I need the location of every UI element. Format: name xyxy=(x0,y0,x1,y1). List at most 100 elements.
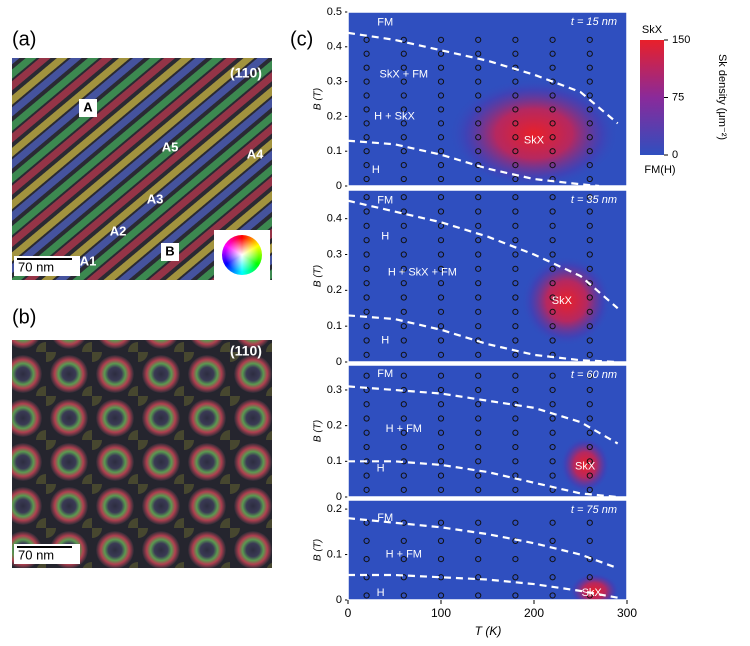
measurement-point xyxy=(437,592,445,599)
thickness-label: t = 75 nm xyxy=(571,504,617,516)
measurement-point xyxy=(549,237,556,244)
measurement-point xyxy=(512,415,519,422)
measurement-point xyxy=(586,294,593,301)
measurement-point xyxy=(549,386,556,394)
measurement-point xyxy=(512,162,519,169)
region-label: H xyxy=(372,164,380,176)
region-label: H xyxy=(377,462,385,474)
measurement-point xyxy=(363,251,370,258)
measurement-point xyxy=(475,64,482,71)
measurement-point xyxy=(437,429,445,436)
measurement-point xyxy=(400,280,407,287)
measurement-point xyxy=(512,592,519,599)
measurement-point xyxy=(363,280,370,287)
measurement-point xyxy=(475,106,482,113)
measurement-point xyxy=(475,592,482,599)
measurement-point xyxy=(437,415,445,422)
measurement-point xyxy=(437,294,445,301)
measurement-point xyxy=(437,386,445,394)
measurement-point xyxy=(549,537,556,545)
measurement-point xyxy=(475,134,482,141)
measurement-point xyxy=(512,106,519,113)
thickness-label: t = 35 nm xyxy=(571,194,617,206)
measurement-point xyxy=(475,386,482,394)
measurement-point xyxy=(586,401,593,408)
measurement-point xyxy=(400,64,407,71)
measurement-point xyxy=(586,443,593,451)
measurement-point xyxy=(437,148,445,155)
measurement-point xyxy=(363,555,370,563)
measurement-point xyxy=(549,280,556,287)
measurement-point xyxy=(586,36,593,43)
region-label: SkX xyxy=(582,587,603,599)
measurement-point xyxy=(549,64,556,71)
y-tick-label: 0 xyxy=(336,491,342,503)
measurement-point xyxy=(437,134,445,141)
measurement-point xyxy=(475,208,482,215)
measurement-point xyxy=(400,372,407,379)
x-tick-label: 0 xyxy=(345,606,352,620)
measurement-point xyxy=(475,294,482,301)
measurement-point xyxy=(475,472,482,479)
measurement-point xyxy=(400,537,407,545)
measurement-point xyxy=(586,372,593,379)
measurement-point xyxy=(400,208,407,215)
y-tick-label: 0.3 xyxy=(327,76,342,88)
measurement-point xyxy=(586,429,593,436)
measurement-point xyxy=(586,251,593,258)
y-tick-label: 0.2 xyxy=(327,503,342,515)
measurement-point xyxy=(586,458,593,465)
measurement-point xyxy=(475,519,482,526)
y-axis-label: B (T) xyxy=(313,539,324,561)
y-tick-label: 0.3 xyxy=(327,248,342,260)
measurement-point xyxy=(400,429,407,436)
panel-label: (a) xyxy=(12,28,36,50)
measurement-point xyxy=(549,120,556,127)
measurement-point xyxy=(400,294,407,301)
measurement-point xyxy=(363,175,370,183)
scale-bar-label: 70 nm xyxy=(18,547,54,562)
measurement-point xyxy=(400,443,407,451)
measurement-point xyxy=(400,486,407,493)
measurement-point xyxy=(363,148,370,155)
measurement-point xyxy=(586,162,593,169)
measurement-point xyxy=(586,351,593,358)
scale-bar-box xyxy=(14,256,80,276)
measurement-point xyxy=(475,372,482,379)
measurement-point xyxy=(363,323,370,330)
measurement-point xyxy=(549,134,556,141)
measurement-point xyxy=(475,337,482,344)
measurement-point xyxy=(437,280,445,287)
measurement-point xyxy=(512,120,519,127)
measurement-point xyxy=(512,208,519,215)
measurement-point xyxy=(586,92,593,99)
measurement-point xyxy=(400,194,407,201)
measurement-point xyxy=(437,555,445,563)
measurement-point xyxy=(437,194,445,201)
measurement-point xyxy=(400,92,407,99)
measurement-point xyxy=(549,265,556,272)
label-box xyxy=(161,243,179,261)
measurement-point xyxy=(586,78,593,85)
thickness-label: t = 60 nm xyxy=(571,369,617,381)
measurement-point xyxy=(549,401,556,408)
measurement-point xyxy=(512,251,519,258)
density-map xyxy=(560,436,611,493)
y-tick-label: 0.1 xyxy=(327,548,342,560)
measurement-point xyxy=(512,443,519,451)
colorbar-tick-label: 75 xyxy=(672,91,684,103)
measurement-point xyxy=(475,251,482,258)
measurement-point xyxy=(400,50,407,57)
x-tick-label: 200 xyxy=(524,606,544,620)
measurement-point xyxy=(437,323,445,330)
measurement-point xyxy=(475,120,482,127)
measurement-point xyxy=(512,237,519,244)
measurement-point xyxy=(363,78,370,85)
plot-frame xyxy=(347,11,628,187)
measurement-point xyxy=(512,429,519,436)
measurement-point xyxy=(549,415,556,422)
measurement-point xyxy=(549,294,556,301)
measurement-point xyxy=(475,162,482,169)
plot-area xyxy=(348,517,620,600)
